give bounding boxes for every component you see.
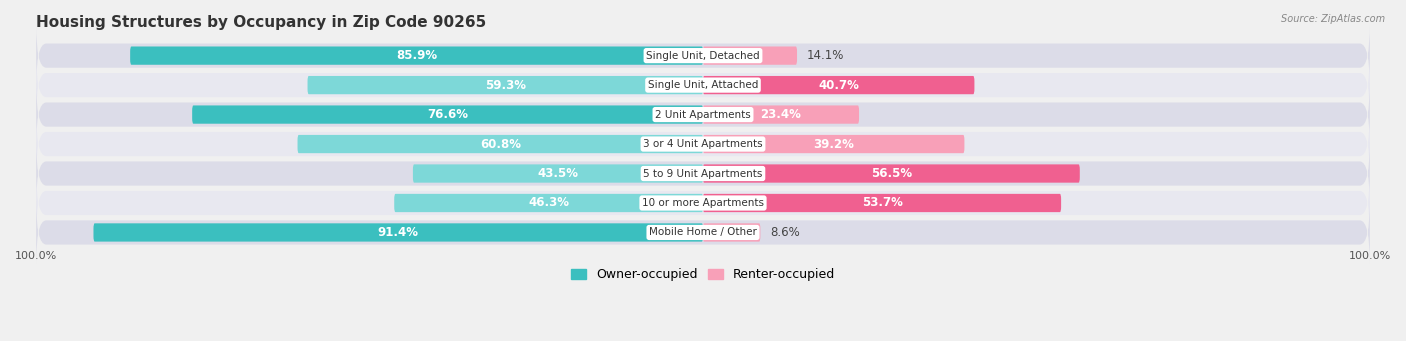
Text: 39.2%: 39.2% xyxy=(813,137,855,150)
Text: 56.5%: 56.5% xyxy=(870,167,912,180)
FancyBboxPatch shape xyxy=(703,76,974,94)
Legend: Owner-occupied, Renter-occupied: Owner-occupied, Renter-occupied xyxy=(567,263,839,286)
FancyBboxPatch shape xyxy=(93,223,703,242)
FancyBboxPatch shape xyxy=(37,24,1369,88)
Text: 60.8%: 60.8% xyxy=(479,137,520,150)
Text: Source: ZipAtlas.com: Source: ZipAtlas.com xyxy=(1281,14,1385,24)
Text: 91.4%: 91.4% xyxy=(378,226,419,239)
FancyBboxPatch shape xyxy=(703,105,859,124)
Text: 85.9%: 85.9% xyxy=(396,49,437,62)
Text: 5 to 9 Unit Apartments: 5 to 9 Unit Apartments xyxy=(644,168,762,179)
FancyBboxPatch shape xyxy=(193,105,703,124)
FancyBboxPatch shape xyxy=(131,46,703,65)
Text: 8.6%: 8.6% xyxy=(770,226,800,239)
FancyBboxPatch shape xyxy=(37,201,1369,265)
FancyBboxPatch shape xyxy=(703,164,1080,183)
FancyBboxPatch shape xyxy=(703,223,761,242)
Text: 59.3%: 59.3% xyxy=(485,78,526,92)
Text: Single Unit, Attached: Single Unit, Attached xyxy=(648,80,758,90)
Text: 2 Unit Apartments: 2 Unit Apartments xyxy=(655,109,751,120)
Text: 10 or more Apartments: 10 or more Apartments xyxy=(643,198,763,208)
FancyBboxPatch shape xyxy=(37,142,1369,206)
FancyBboxPatch shape xyxy=(703,135,965,153)
FancyBboxPatch shape xyxy=(703,194,1062,212)
Text: 40.7%: 40.7% xyxy=(818,78,859,92)
Text: 3 or 4 Unit Apartments: 3 or 4 Unit Apartments xyxy=(643,139,763,149)
Text: 46.3%: 46.3% xyxy=(529,196,569,209)
Text: 43.5%: 43.5% xyxy=(537,167,578,180)
FancyBboxPatch shape xyxy=(413,164,703,183)
Text: 23.4%: 23.4% xyxy=(761,108,801,121)
Text: 53.7%: 53.7% xyxy=(862,196,903,209)
Text: Housing Structures by Occupancy in Zip Code 90265: Housing Structures by Occupancy in Zip C… xyxy=(37,15,486,30)
Text: Single Unit, Detached: Single Unit, Detached xyxy=(647,50,759,61)
Text: Mobile Home / Other: Mobile Home / Other xyxy=(650,227,756,237)
FancyBboxPatch shape xyxy=(37,53,1369,117)
Text: 14.1%: 14.1% xyxy=(807,49,845,62)
FancyBboxPatch shape xyxy=(308,76,703,94)
FancyBboxPatch shape xyxy=(37,171,1369,235)
FancyBboxPatch shape xyxy=(37,83,1369,147)
FancyBboxPatch shape xyxy=(298,135,703,153)
Text: 76.6%: 76.6% xyxy=(427,108,468,121)
FancyBboxPatch shape xyxy=(703,46,797,65)
FancyBboxPatch shape xyxy=(37,112,1369,176)
FancyBboxPatch shape xyxy=(394,194,703,212)
